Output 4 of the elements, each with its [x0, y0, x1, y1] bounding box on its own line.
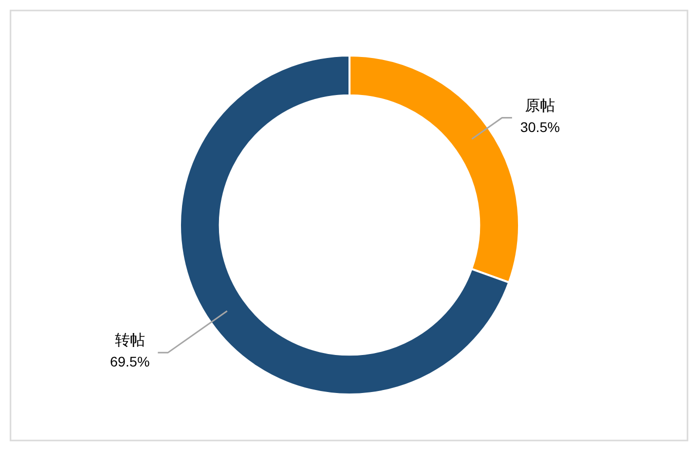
slice-label: 转帖: [114, 332, 145, 350]
data-label: 30.5%: [520, 118, 560, 135]
slice-label: 原帖: [525, 97, 556, 114]
data-label: 69.5%: [110, 354, 150, 370]
